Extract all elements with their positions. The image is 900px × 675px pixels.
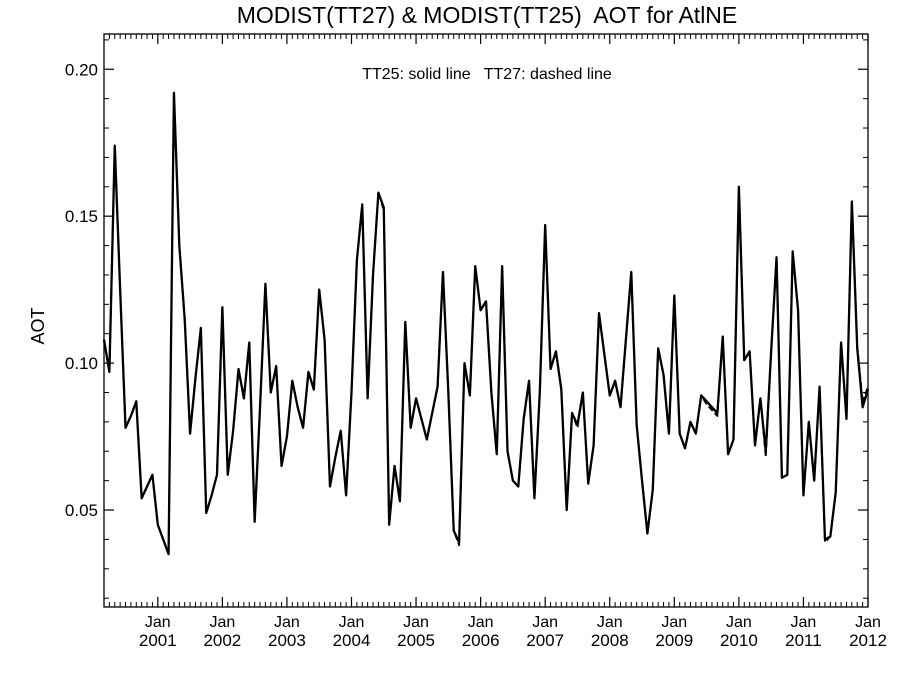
x-tick-month-label: Jan — [597, 614, 623, 631]
axis-ticks — [103, 34, 869, 607]
x-tick-month-label: Jan — [661, 614, 687, 631]
x-tick-month-label: Jan — [274, 614, 300, 631]
y-tick-label: 0.10 — [65, 354, 98, 373]
x-tick-year-label: 2006 — [462, 631, 500, 650]
x-tick-month-label: Jan — [468, 614, 494, 631]
legend-annotation: TT25: solid line TT27: dashed line — [362, 66, 612, 83]
y-tick-label: 0.15 — [65, 207, 98, 226]
x-tick-year-label: 2007 — [526, 631, 564, 650]
plot-frame — [103, 33, 869, 608]
y-tick-label: 0.05 — [65, 501, 98, 520]
series-layer — [102, 91, 870, 556]
chart-title: MODIST(TT27) & MODIST(TT25) AOT for AtlN… — [237, 2, 738, 28]
x-tick-labels: Jan2001Jan2002Jan2003Jan2004Jan2005Jan20… — [139, 614, 887, 650]
x-tick-month-label: Jan — [532, 614, 558, 631]
x-tick-year-label: 2002 — [203, 631, 241, 650]
x-tick-month-label: Jan — [726, 614, 752, 631]
x-tick-year-label: 2003 — [268, 631, 306, 650]
y-axis-label: AOT — [28, 307, 48, 344]
x-tick-month-label: Jan — [145, 614, 171, 631]
x-tick-year-label: 2009 — [655, 631, 693, 650]
y-tick-labels: 0.05 0.10 0.15 0.20 — [65, 60, 98, 520]
x-tick-month-label: Jan — [791, 614, 817, 631]
x-tick-year-label: 2005 — [397, 631, 435, 650]
series-line-tt25 — [102, 91, 870, 556]
x-tick-month-label: Jan — [855, 614, 881, 631]
x-tick-year-label: 2001 — [139, 631, 177, 650]
series-line-tt27 — [103, 91, 869, 556]
y-tick-label: 0.20 — [65, 60, 98, 79]
x-tick-year-label: 2010 — [720, 631, 758, 650]
x-tick-month-label: Jan — [209, 614, 235, 631]
x-tick-year-label: 2004 — [333, 631, 371, 650]
x-tick-year-label: 2012 — [849, 631, 887, 650]
x-tick-year-label: 2008 — [591, 631, 629, 650]
x-tick-month-label: Jan — [339, 614, 365, 631]
x-tick-month-label: Jan — [403, 614, 429, 631]
x-tick-year-label: 2011 — [785, 631, 822, 650]
